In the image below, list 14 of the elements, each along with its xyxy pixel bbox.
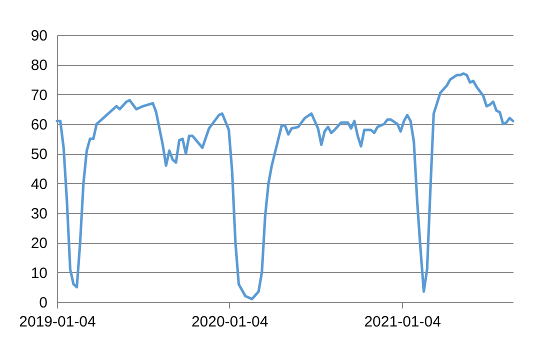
x-tick-label: 2021-01-04 [364, 314, 441, 330]
y-tick-label: 50 [30, 146, 48, 164]
y-tick-label: 90 [30, 28, 48, 44]
y-tick-label: 40 [30, 176, 48, 193]
x-tick-label: 2020-01-04 [191, 314, 268, 330]
y-tick-label: 30 [30, 206, 48, 222]
line-series [56, 72, 514, 300]
y-tick-label: 20 [30, 235, 48, 252]
y-tick-label: 10 [30, 264, 48, 282]
y-tick-label: 0 [39, 294, 48, 312]
y-tick-label: 80 [30, 57, 48, 74]
y-tick-label: 70 [30, 86, 48, 104]
x-tick-label: 2019-01-04 [19, 314, 96, 330]
y-tick-label: 60 [30, 116, 48, 134]
